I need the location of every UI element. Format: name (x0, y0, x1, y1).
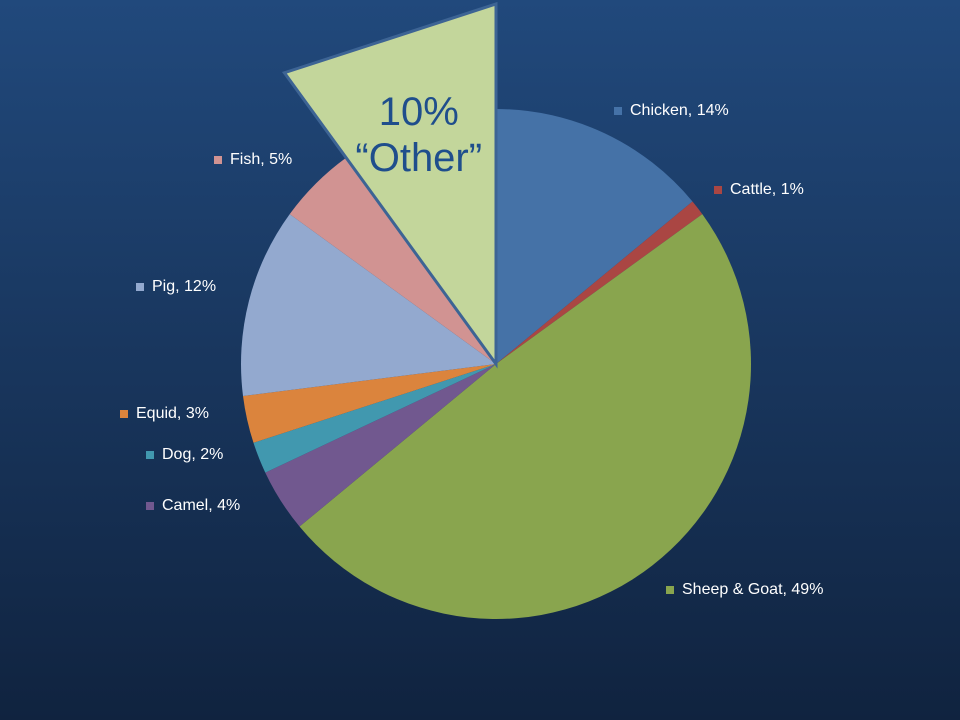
exploded-slice (281, 1, 498, 369)
label-swatch (614, 107, 622, 115)
data-label: Pig, 12% (152, 278, 216, 295)
data-label: Cattle, 1% (730, 181, 804, 198)
pie-slice (241, 214, 496, 396)
pie-slice (243, 364, 496, 443)
pie-slice (289, 157, 496, 364)
label-swatch (214, 156, 222, 164)
data-label: Chicken, 14% (630, 102, 729, 119)
data-label: Dog, 2% (162, 446, 223, 463)
data-label: Sheep & Goat, 49% (682, 581, 823, 598)
data-label: Fish, 5% (230, 151, 292, 168)
label-swatch (714, 186, 722, 194)
data-label: Camel, 4% (162, 497, 240, 514)
pie (241, 109, 751, 619)
pie-slice (299, 214, 751, 619)
exploded-annotation: “Other” (355, 136, 482, 180)
label-swatch (146, 502, 154, 510)
label-swatch (146, 451, 154, 459)
pie-slice (496, 109, 693, 364)
label-swatch (120, 410, 128, 418)
pie-slice (496, 201, 703, 364)
pie-slice (265, 364, 496, 527)
label-swatch (666, 586, 674, 594)
data-label: Equid, 3% (136, 405, 209, 422)
exploded-value-label: 10% (379, 90, 459, 134)
exploded-slice-group: 10%“Other” (281, 1, 498, 369)
labels: Chicken, 14% Cattle, 1% Sheep & Goat, 49% C… (120, 102, 823, 598)
label-swatch (136, 283, 144, 291)
pie-slice (253, 364, 496, 473)
